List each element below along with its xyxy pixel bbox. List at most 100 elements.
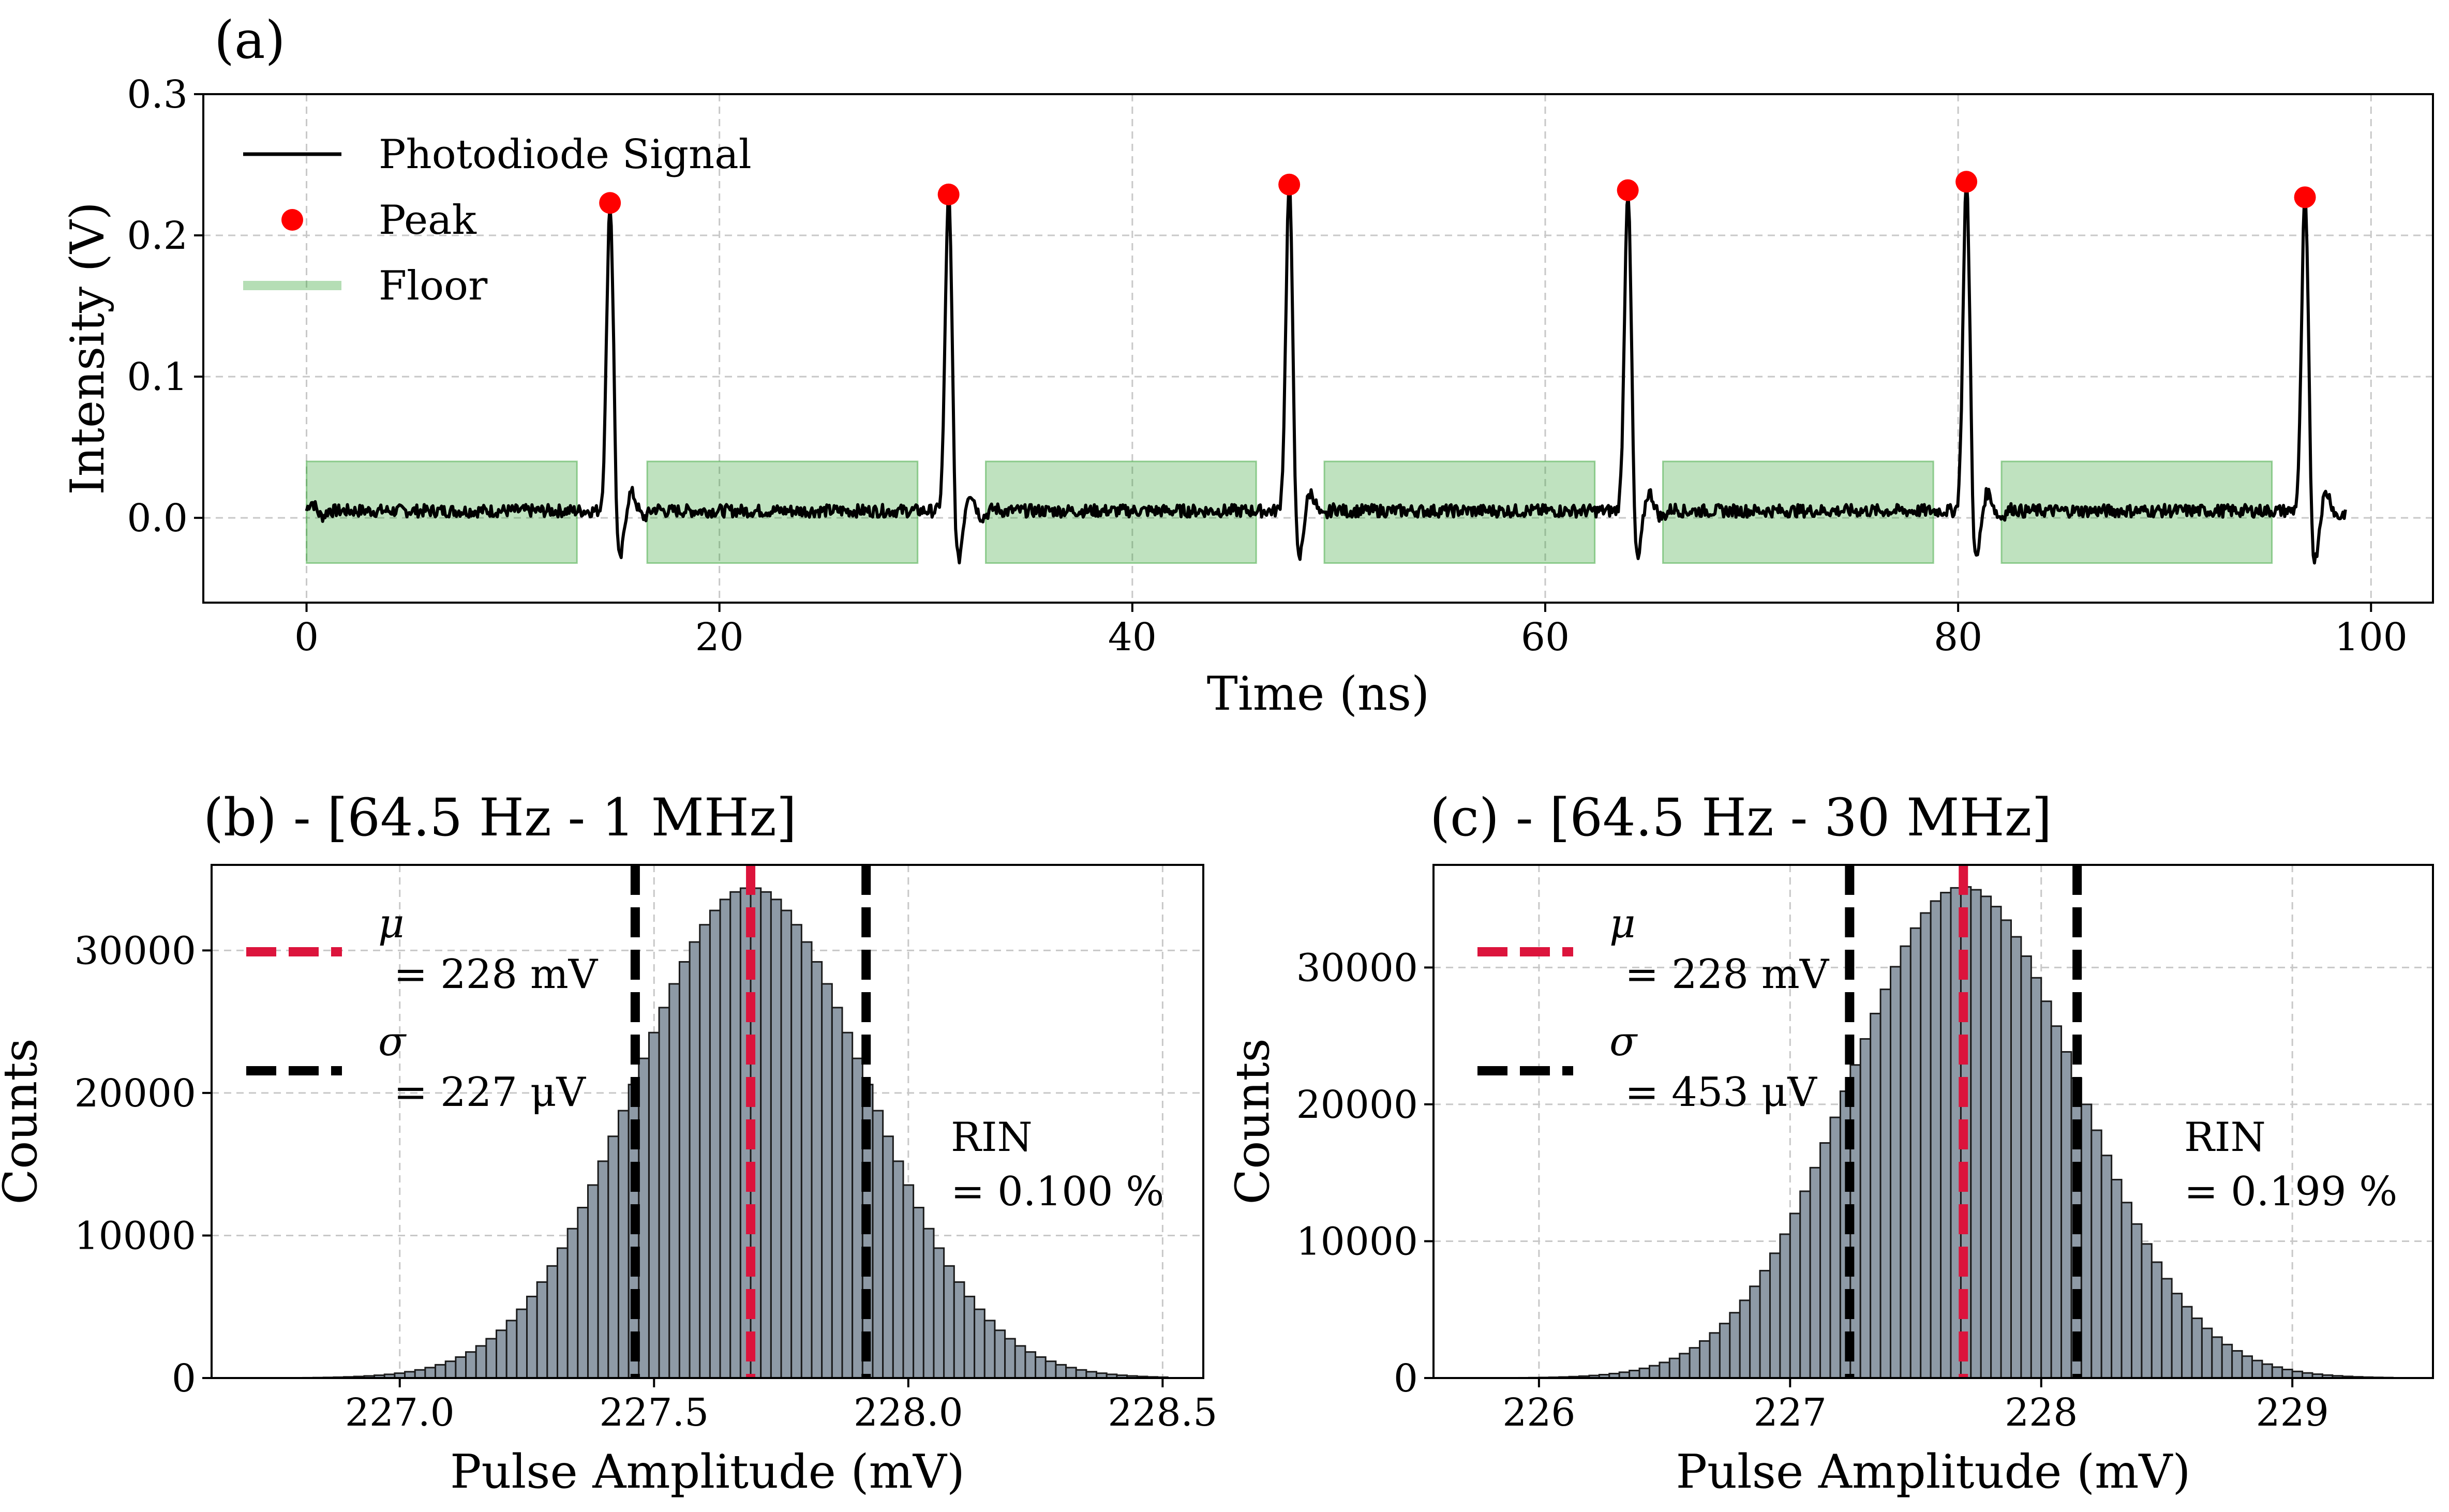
legend-label: Peak	[379, 197, 477, 244]
histogram-bar	[1739, 1299, 1751, 1379]
histogram-bar	[1779, 1233, 1791, 1379]
peak-marker	[2294, 186, 2316, 208]
histogram-bar	[2040, 1000, 2052, 1379]
x-tick-label: 80	[1934, 615, 1982, 660]
histogram-bar	[689, 941, 701, 1379]
histogram-bar	[872, 1110, 884, 1379]
histogram-bar	[1930, 900, 1942, 1379]
histogram-bar	[1638, 1367, 1650, 1379]
histogram-bar	[536, 1281, 548, 1379]
histogram-bar	[709, 909, 721, 1379]
histogram-bar	[2020, 955, 2032, 1379]
legend-symbol-sigma: σ	[378, 1019, 407, 1065]
histogram-bar	[658, 1007, 670, 1379]
histogram-bar	[546, 1265, 558, 1379]
histogram-bar	[475, 1345, 487, 1379]
histogram-bar	[607, 1135, 619, 1379]
histogram-bar	[1055, 1364, 1067, 1379]
y-axis-label: Intensity (V)	[61, 202, 115, 495]
x-axis-label: Pulse Amplitude (mV)	[450, 1445, 965, 1499]
histogram-bar	[2151, 1261, 2163, 1379]
y-tick-label: 0.2	[127, 214, 188, 258]
axes-frame	[1432, 864, 2434, 1379]
histogram-bar	[760, 891, 772, 1379]
histogram-bar	[1909, 927, 1922, 1379]
histogram-bar	[2050, 1025, 2063, 1379]
histogram-bar	[2010, 936, 2022, 1379]
x-tick-label: 20	[695, 615, 744, 660]
histogram-bar	[963, 1295, 976, 1379]
histogram-bar	[790, 924, 802, 1379]
histogram-bar	[1035, 1356, 1047, 1379]
x-axis-label: Pulse Amplitude (mV)	[1676, 1445, 2190, 1499]
histogram-bar	[1990, 906, 2002, 1379]
histogram-bar	[882, 1135, 894, 1379]
histogram-bar	[1719, 1323, 1731, 1379]
histogram-bar	[1789, 1212, 1801, 1379]
histogram-bar	[1648, 1365, 1661, 1379]
histogram-bar	[943, 1265, 955, 1379]
legend-marker-peak	[281, 209, 303, 231]
axes-frame	[202, 93, 2434, 604]
histogram-bar	[1819, 1142, 1831, 1379]
x-tick-label: 227.5	[599, 1390, 709, 1435]
histogram-bar	[505, 1320, 518, 1379]
histogram-bar	[424, 1367, 437, 1379]
panel-a-time-trace: 0 20 40 60 80 100 0.0 0.1 0.2 0.3 Time (ns) Intensi…	[61, 10, 2434, 721]
histogram-bar	[566, 1227, 579, 1379]
x-tick-label: 60	[1521, 615, 1570, 660]
histogram-bar	[1668, 1357, 1681, 1379]
legend-value-mean: = 228 mV	[1625, 951, 1830, 998]
y-tick-label: 20000	[74, 1071, 196, 1116]
y-tick-label: 0	[172, 1356, 196, 1401]
histogram-bar	[2261, 1363, 2273, 1379]
histogram-bar	[1769, 1252, 1781, 1379]
y-tick-label: 0.1	[127, 355, 188, 399]
histogram-bar	[465, 1351, 477, 1379]
histogram-bar	[1940, 892, 1952, 1379]
histogram-bar	[1900, 945, 1912, 1379]
histogram-bar	[902, 1184, 915, 1379]
histogram-bar	[577, 1207, 589, 1379]
histogram-bar	[2221, 1343, 2233, 1379]
peak-marker	[937, 183, 960, 205]
peak-marker	[1617, 179, 1639, 201]
legend-label: Floor	[379, 263, 488, 309]
histogram-bar	[435, 1364, 446, 1379]
legend-value-sigma: = 453 μV	[1625, 1069, 1818, 1116]
histogram-bar	[668, 983, 680, 1379]
histogram-bar	[1024, 1351, 1037, 1379]
histogram-bar	[699, 924, 711, 1379]
x-tick-label: 228	[2005, 1390, 2078, 1435]
rin-label: RIN	[2184, 1114, 2266, 1161]
x-tick-label: 227.0	[345, 1390, 455, 1435]
histogram-bar	[1014, 1345, 1026, 1379]
legend-value-mean: = 228 mV	[394, 951, 599, 998]
x-tick-label: 227	[1754, 1390, 1827, 1435]
histogram-bar	[1920, 912, 1932, 1379]
histogram-bar	[1004, 1338, 1016, 1379]
histogram-bar	[648, 1031, 660, 1379]
histogram-bar	[1799, 1190, 1811, 1379]
legend-symbol-sigma: σ	[1609, 1019, 1638, 1065]
panel-title: (a)	[214, 10, 286, 70]
histogram-bar	[953, 1281, 965, 1379]
histogram-bar	[2130, 1223, 2143, 1379]
histogram-bar	[852, 1057, 863, 1379]
peak-marker	[599, 192, 621, 214]
rin-value: = 0.100 %	[951, 1169, 1164, 1215]
histogram-bar	[2211, 1336, 2223, 1379]
panel-title: (c) - [64.5 Hz - 30 MHz]	[1430, 787, 2052, 848]
histogram-bar	[2141, 1243, 2153, 1379]
histogram-bar	[638, 1057, 650, 1379]
y-tick-label: 0	[1394, 1356, 1418, 1401]
x-tick-label: 226	[1502, 1390, 1575, 1435]
histogram-bar	[1889, 966, 1902, 1379]
histogram-bar	[455, 1356, 467, 1379]
photodiode-signal-line	[305, 178, 2347, 565]
y-tick-label: 0.3	[127, 72, 188, 117]
histogram-bar	[983, 1320, 996, 1379]
histogram-bar	[1970, 889, 1982, 1379]
histogram-bar	[2241, 1355, 2253, 1379]
x-tick-label: 228.5	[1108, 1390, 1217, 1435]
